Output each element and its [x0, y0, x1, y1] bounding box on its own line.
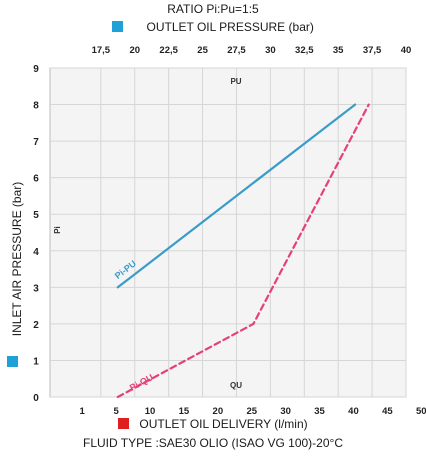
top-tick-label: 22,5: [159, 45, 178, 56]
bottom-tick-label: 50: [416, 406, 426, 417]
top-tick-label: 25: [197, 45, 208, 56]
y-tick-label: 6: [33, 174, 39, 185]
plot-frame: [49, 67, 407, 398]
top-tick-label: 35: [333, 45, 344, 56]
top-axis-label: OUTLET OIL PRESSURE (bar): [146, 20, 314, 34]
bottom-tick-label: 35: [314, 406, 325, 417]
y-tick-label: 2: [33, 320, 39, 331]
top-tick-label: 27,5: [227, 45, 246, 56]
top-tick-label: 32,5: [295, 45, 314, 56]
top-tick-label: 17,5: [92, 45, 111, 56]
pi-axis-letter: Pi: [53, 226, 62, 234]
top-tick-label: 37,5: [363, 45, 382, 56]
pu-axis-letter: PU: [230, 77, 241, 86]
y-tick-label: 4: [33, 247, 39, 258]
bottom-tick-label: 45: [382, 406, 393, 417]
y-tick-label: 7: [33, 137, 39, 148]
series-line-pi-qu: [116, 103, 370, 399]
top-tick-label: 30: [265, 45, 276, 56]
bottom-tick-label: 40: [348, 406, 359, 417]
y-tick-label: 9: [33, 64, 39, 75]
qu-axis-letter: QU: [230, 381, 242, 390]
bottom-tick-label: 20: [213, 406, 224, 417]
y-legend-swatch: [7, 356, 18, 367]
y-tick-label: 3: [33, 283, 39, 294]
chart-title: RATIO Pi:Pu=1:5: [167, 2, 259, 16]
bottom-tick-label: 30: [280, 406, 291, 417]
top-tick-label: 20: [129, 45, 140, 56]
top-legend-swatch: [112, 21, 124, 32]
bottom-tick-label: 25: [246, 406, 257, 417]
bottom-tick-label: 10: [145, 406, 156, 417]
bottom-tick-label: 5: [113, 406, 119, 417]
top-tick-label: 40: [401, 45, 412, 56]
bottom-tick-label: 15: [179, 406, 190, 417]
bottom-axis-label: OUTLET OIL DELIVERY (l/min): [139, 417, 308, 431]
series-line-pi-pu: [116, 103, 357, 289]
bottom-axis-legend: OUTLET OIL DELIVERY (l/min): [0, 417, 426, 431]
y-tick-label: 0: [33, 393, 39, 404]
y-tick-label: 8: [33, 101, 39, 112]
bottom-tick-label: 1: [80, 406, 86, 417]
y-tick-label: 1: [33, 356, 39, 367]
top-axis-legend: OUTLET OIL PRESSURE (bar): [0, 20, 426, 34]
bottom-legend-swatch: [118, 418, 130, 429]
y-tick-label: 5: [33, 210, 39, 221]
fluid-type-note: FLUID TYPE :SAE30 OLIO (ISAO VG 100)-20°…: [82, 436, 343, 450]
